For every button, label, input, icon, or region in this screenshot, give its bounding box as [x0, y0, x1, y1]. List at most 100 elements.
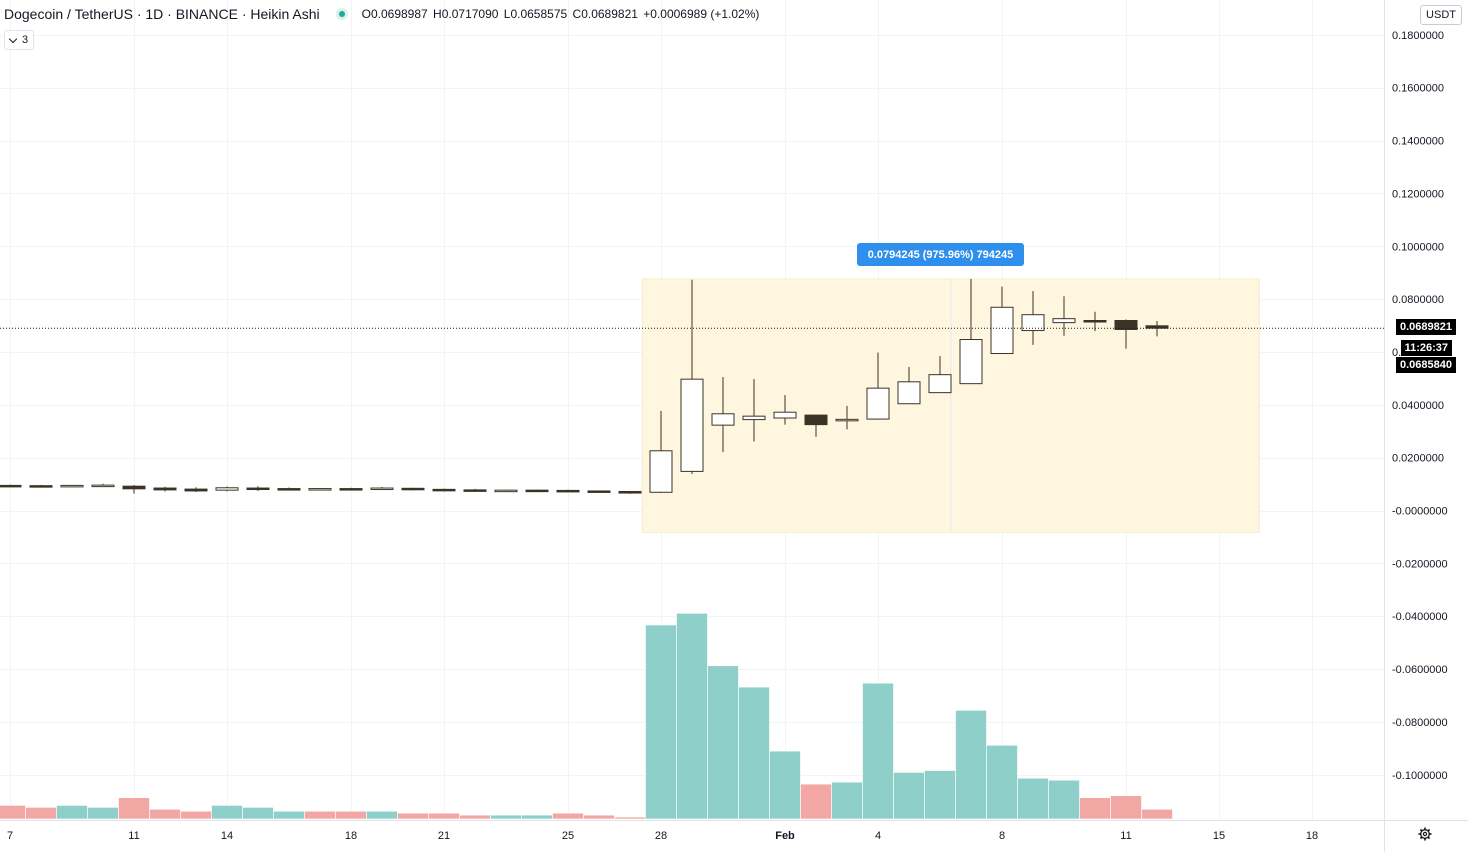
volume-bar	[552, 812, 584, 820]
candle	[432, 488, 456, 492]
candle-body	[556, 489, 580, 493]
candle-body	[91, 484, 115, 488]
candle-body	[990, 306, 1014, 355]
volume-bar	[1079, 797, 1111, 820]
time-tick-label: Feb	[775, 830, 795, 842]
volume-bar	[0, 805, 26, 820]
candle-body	[525, 489, 549, 493]
price-tick-label: 0.1800000	[1392, 30, 1444, 42]
volume-bar	[707, 665, 739, 820]
candle	[928, 356, 952, 394]
candle	[401, 487, 425, 491]
gear-icon[interactable]	[1418, 827, 1432, 841]
volume-bar	[25, 807, 57, 820]
low-value: L0.0658575	[503, 7, 568, 21]
time-tick-label: 11	[128, 830, 139, 842]
time-tick-label: 18	[345, 830, 357, 842]
volume-bars	[0, 613, 1173, 820]
candle	[339, 487, 363, 491]
candle-body	[711, 413, 735, 426]
candle-body	[246, 487, 270, 491]
symbol-title[interactable]: Dogecoin / TetherUS · 1D · BINANCE · Hei…	[4, 6, 320, 22]
volume-bar	[304, 810, 336, 820]
price-tick-label: -0.1000000	[1392, 770, 1448, 782]
candle-body	[1114, 320, 1138, 330]
volume-bar	[149, 808, 181, 820]
indicators-count: 3	[22, 34, 29, 46]
price-tick-label: -0.0400000	[1392, 611, 1448, 623]
volume-bar	[924, 770, 956, 820]
volume-bar	[1048, 779, 1080, 820]
volume-bar	[87, 807, 119, 820]
candle-body	[959, 339, 983, 385]
indicators-toggle-button[interactable]: 3	[4, 30, 35, 50]
candle	[1021, 291, 1045, 345]
candle-body	[773, 411, 797, 419]
volume-bar	[428, 812, 460, 820]
time-tick-label: 28	[655, 830, 667, 842]
price-tick-label: -0.0000000	[1392, 506, 1448, 518]
candle-body	[680, 378, 704, 472]
volume-bar	[645, 624, 677, 820]
volume-bar	[242, 807, 274, 820]
candle	[60, 484, 84, 488]
candle-body	[184, 488, 208, 492]
candle-body	[432, 488, 456, 492]
candle-body	[308, 488, 332, 491]
candle-body	[866, 387, 890, 420]
volume-bar	[893, 772, 925, 820]
volume-bar	[800, 783, 832, 820]
ohlc-values: O0.0698987 H0.0717090 L0.0658575 C0.0689…	[362, 7, 762, 21]
volume-bar	[521, 814, 553, 820]
price-tick-label: -0.0200000	[1392, 558, 1448, 570]
candle	[122, 485, 146, 494]
candle-body	[339, 488, 363, 491]
price-tick-label: 0.1000000	[1392, 241, 1444, 253]
volume-bar	[273, 810, 305, 820]
price-tick-label: 0.0400000	[1392, 400, 1444, 412]
volume-bar	[1017, 777, 1049, 820]
volume-bar	[676, 613, 708, 820]
bar-countdown-tag: 11:26:37	[1400, 340, 1452, 356]
volume-bar	[397, 812, 429, 820]
time-axis[interactable]: 7 11 14 18 21 25 28 Feb 4 8 11 15 18	[0, 820, 1468, 843]
price-axis[interactable]: 0.1800000 0.1600000 0.1400000 0.1200000 0.10…	[1384, 0, 1448, 852]
candle-body	[277, 488, 301, 491]
candle	[29, 484, 53, 488]
candle-body	[153, 487, 177, 491]
candle	[742, 379, 766, 442]
volume-bar	[335, 810, 367, 820]
currency-button[interactable]: USDT	[1420, 5, 1462, 25]
candle-body	[1083, 320, 1107, 323]
candle-body	[618, 490, 642, 494]
volume-bar	[614, 816, 646, 820]
candle	[153, 486, 177, 492]
time-tick-label: 18	[1306, 830, 1318, 842]
open-value: O0.0698987	[361, 7, 428, 21]
candle	[556, 489, 580, 493]
candle	[1114, 319, 1138, 349]
candle	[773, 395, 797, 425]
candle	[494, 489, 518, 493]
volume-bar	[862, 682, 894, 820]
time-tick-label: 11	[1120, 830, 1131, 842]
candle	[649, 410, 673, 494]
symbol-legend: Dogecoin / TetherUS · 1D · BINANCE · Hei…	[4, 6, 761, 22]
candle-body	[215, 487, 239, 491]
candle-body	[370, 487, 394, 491]
time-tick-label: 25	[562, 830, 574, 842]
candle	[680, 279, 704, 475]
candle	[308, 488, 332, 491]
volume-bar	[180, 810, 212, 820]
price-tick-label: -0.0800000	[1392, 717, 1448, 729]
chevron-down-icon	[8, 34, 18, 43]
candle-body	[804, 414, 828, 426]
market-status-icon[interactable]	[335, 8, 348, 20]
candle	[184, 487, 208, 493]
price-tick-label: 0.1400000	[1392, 136, 1444, 148]
candle	[246, 486, 270, 491]
candle-body	[401, 487, 425, 491]
candle	[463, 488, 487, 492]
volume-bar	[1110, 795, 1142, 820]
